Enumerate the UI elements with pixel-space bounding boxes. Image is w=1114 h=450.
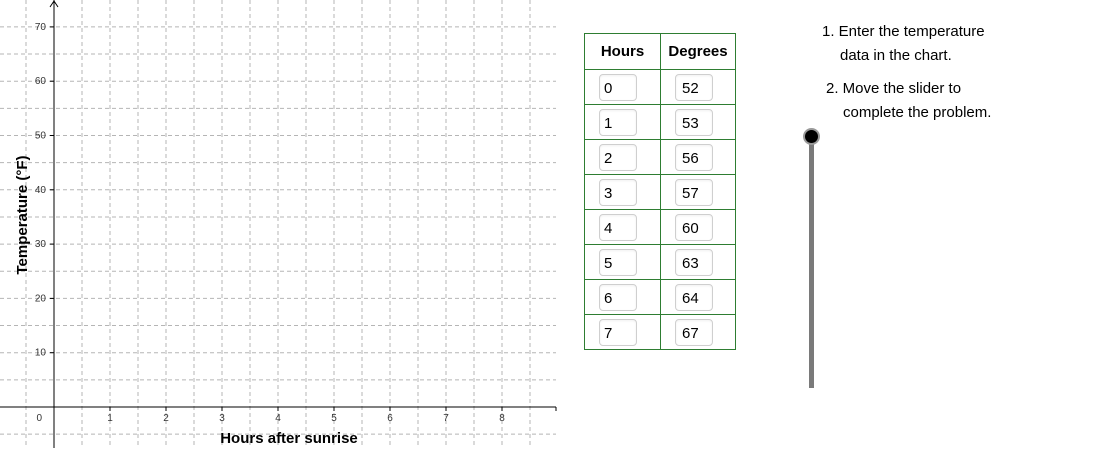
table-row: 5 63 <box>584 244 736 280</box>
x-tick-label: 3 <box>219 413 225 424</box>
degrees-header: Degrees <box>660 33 736 70</box>
instruction-line: data in the chart. <box>840 47 952 64</box>
degrees-input[interactable]: 53 <box>675 108 713 136</box>
origin-label: 0 <box>36 413 42 424</box>
table-row: 7 67 <box>584 314 736 350</box>
grid-lines <box>0 0 556 448</box>
y-tick-label: 40 <box>35 185 47 196</box>
axes <box>0 0 557 448</box>
instruction-step-1: 1. Enter the temperature data in the cha… <box>822 20 985 68</box>
x-tick-labels: 1 2 3 4 5 6 7 8 <box>107 413 505 424</box>
hours-input[interactable]: 2 <box>599 143 637 171</box>
y-tick-labels: 10 20 30 40 50 60 70 <box>35 22 47 359</box>
instruction-step-2: 2. Move the slider to complete the probl… <box>826 77 991 125</box>
instruction-line: 1. Enter the temperature <box>822 23 985 40</box>
y-tick-label: 10 <box>35 348 47 359</box>
table-row: 1 53 <box>584 104 736 140</box>
hours-input[interactable]: 6 <box>599 283 637 311</box>
hours-header: Hours <box>584 33 661 70</box>
coordinate-graph[interactable]: 1 2 3 4 5 6 7 8 10 20 30 40 50 60 70 0 Hours after su… <box>0 0 560 450</box>
x-tick-label: 2 <box>163 413 169 424</box>
hours-input[interactable]: 4 <box>599 213 637 241</box>
table-row: 2 56 <box>584 139 736 175</box>
instruction-line: complete the problem. <box>843 104 992 121</box>
table-row: 4 60 <box>584 209 736 245</box>
hours-input[interactable]: 1 <box>599 108 637 136</box>
x-tick-label: 1 <box>107 413 113 424</box>
degrees-input[interactable]: 56 <box>675 143 713 171</box>
degrees-input[interactable]: 63 <box>675 248 713 276</box>
table-header-row: Hours Degrees <box>584 33 736 70</box>
x-tick-label: 7 <box>443 413 449 424</box>
hours-input[interactable]: 0 <box>599 73 637 101</box>
y-tick-label: 50 <box>35 131 47 142</box>
x-axis-title: Hours after sunrise <box>220 430 358 447</box>
slider-track[interactable] <box>809 137 814 388</box>
y-axis-arrow <box>49 0 59 8</box>
hours-input[interactable]: 7 <box>599 318 637 346</box>
hours-input[interactable]: 5 <box>599 248 637 276</box>
y-tick-label: 60 <box>35 76 47 87</box>
y-tick-label: 20 <box>35 293 47 304</box>
table-row: 6 64 <box>584 279 736 315</box>
x-tick-label: 8 <box>499 413 505 424</box>
slider-handle[interactable] <box>803 128 820 145</box>
degrees-input[interactable]: 67 <box>675 318 713 346</box>
table-row: 0 52 <box>584 69 736 105</box>
degrees-input[interactable]: 60 <box>675 213 713 241</box>
table-row: 3 57 <box>584 174 736 210</box>
data-table: Hours Degrees 0 52 1 53 2 56 3 57 4 60 5… <box>584 33 736 350</box>
x-tick-label: 5 <box>331 413 337 424</box>
instruction-line: 2. Move the slider to <box>826 80 962 97</box>
degrees-input[interactable]: 52 <box>675 73 713 101</box>
y-tick-label: 30 <box>35 239 47 250</box>
y-tick-label: 70 <box>35 22 47 33</box>
degrees-input[interactable]: 64 <box>675 283 713 311</box>
x-tick-label: 4 <box>275 413 281 424</box>
y-axis-title: Temperature (°F) <box>14 155 31 274</box>
degrees-input[interactable]: 57 <box>675 178 713 206</box>
x-tick-label: 6 <box>387 413 393 424</box>
hours-input[interactable]: 3 <box>599 178 637 206</box>
